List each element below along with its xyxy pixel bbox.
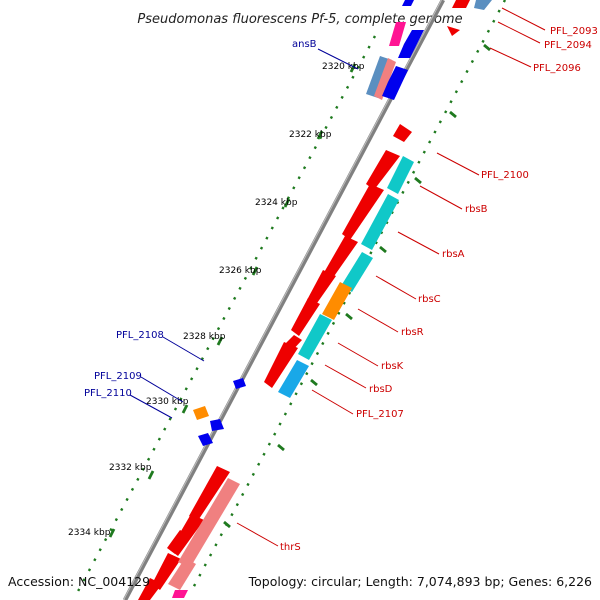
accession-label: Accession: NC_004129 — [8, 574, 150, 589]
gene-feature — [178, 478, 240, 568]
tick-track-right — [190, 0, 507, 591]
gene-feature — [402, 0, 414, 6]
gene-feature — [210, 419, 224, 431]
gene-feature — [342, 184, 384, 240]
gene-feature — [198, 433, 213, 446]
gene-feature — [291, 298, 320, 336]
leader-lines-right — [236, 7, 546, 547]
major-ticks-right — [223, 43, 491, 529]
gene-feature — [298, 314, 332, 360]
genome-summary: Topology: circular; Length: 7,074,893 bp… — [248, 574, 592, 589]
gene-label: PFL_2107 — [356, 409, 404, 420]
gene-feature — [387, 156, 414, 194]
map-title: Pseudomonas fluorescens Pf-5, complete g… — [137, 12, 462, 27]
gene-feature — [389, 22, 406, 46]
gene-label: PFL_2108 — [116, 330, 164, 341]
gene-feature — [152, 553, 181, 590]
gene-feature — [264, 342, 298, 388]
gene-label: PFL_2094 — [544, 40, 592, 51]
gene-feature — [382, 66, 408, 100]
gene-label: PFL_2093 — [550, 26, 598, 37]
gene-label: PFL_2100 — [481, 170, 529, 181]
kbp-label: 2334 kbp — [68, 528, 111, 538]
gene-label: rbsK — [381, 361, 404, 372]
gene-feature — [167, 530, 190, 554]
kbp-label: 2330 kbp — [146, 397, 189, 407]
gene-label: PFL_2110 — [84, 388, 132, 399]
gene-feature — [168, 558, 196, 590]
leader-lines-left — [129, 48, 359, 419]
gene-feature — [193, 406, 209, 420]
kbp-label: 2322 kbp — [289, 130, 332, 140]
gene-feature — [138, 578, 162, 600]
gene-feature — [361, 194, 399, 250]
gene-label: rbsC — [418, 294, 441, 305]
major-ticks-left — [108, 63, 357, 538]
gene-label: thrS — [280, 542, 301, 553]
gene-feature — [393, 124, 412, 142]
gene-feature — [447, 26, 460, 36]
kbp-label: 2332 kbp — [109, 463, 152, 473]
gene-feature — [366, 150, 400, 190]
kbp-label: 2320 kbp — [322, 62, 365, 72]
gene-label: rbsD — [369, 384, 393, 395]
gene-feature — [452, 0, 470, 8]
gene-feature — [322, 282, 352, 320]
kbp-label: 2328 kbp — [183, 332, 226, 342]
gene-feature — [322, 236, 358, 282]
gene-feature — [474, 0, 492, 10]
genome-backbone-highlight — [123, 0, 442, 600]
gene-feature — [172, 590, 188, 598]
gene-label: rbsR — [401, 327, 424, 338]
gene-feature — [398, 30, 424, 58]
gene-feature — [374, 58, 396, 100]
gene-label: rbsB — [465, 204, 488, 215]
gene-label: ansB — [292, 39, 317, 50]
gene-feature — [278, 360, 309, 398]
gene-label: PFL_2096 — [533, 63, 581, 74]
kbp-label: 2324 kbp — [255, 198, 298, 208]
kbp-label: 2326 kbp — [219, 266, 262, 276]
gene-label: PFL_2109 — [94, 371, 142, 382]
genome-backbone — [123, 0, 445, 600]
gene-feature — [233, 378, 246, 389]
gene-label: rbsA — [442, 249, 465, 260]
gene-feature — [189, 466, 230, 522]
gene-feature — [341, 252, 373, 292]
gene-feature — [307, 270, 336, 306]
